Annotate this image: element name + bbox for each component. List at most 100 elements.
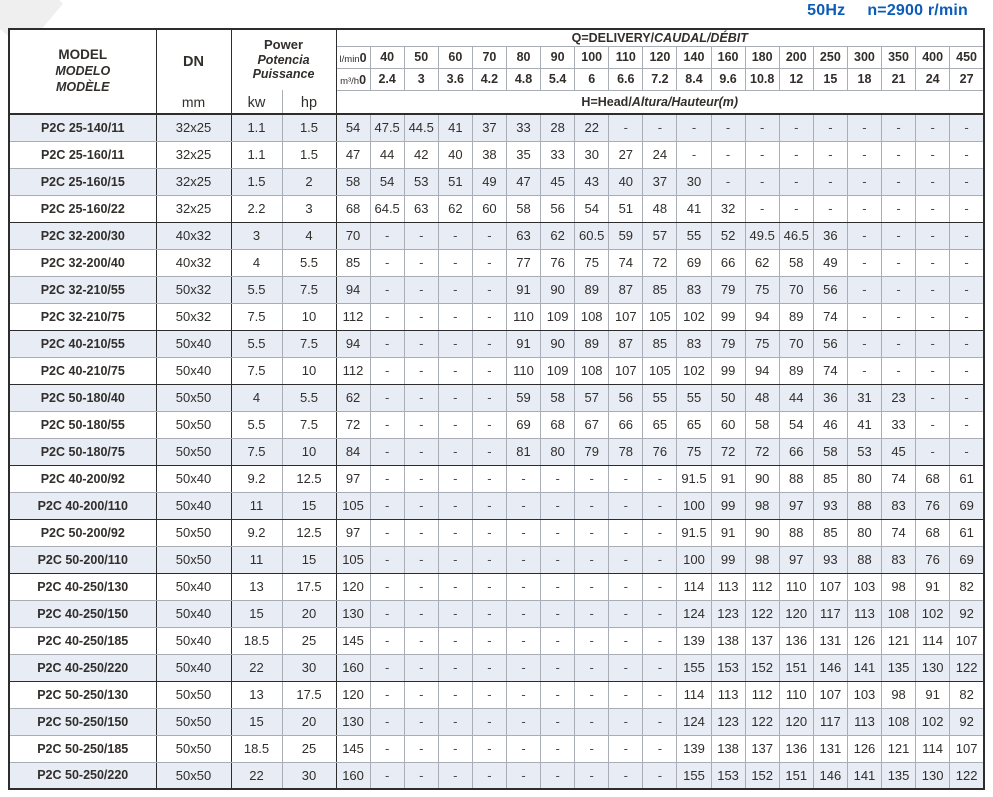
head-value-cell: 53 — [403, 167, 439, 196]
head-value-cell: - — [471, 599, 507, 628]
head-value-cell: - — [880, 167, 917, 196]
head-value-cell: 54 — [778, 410, 814, 439]
head-value-cell: - — [574, 464, 610, 493]
head-value-cell: 43 — [574, 167, 610, 196]
head-value-cell: 122 — [949, 761, 985, 790]
hp-cell: 15 — [281, 491, 337, 520]
m3h-value-cell: 6 — [574, 67, 610, 91]
head-value-cell: - — [403, 626, 439, 655]
head-value-cell: - — [505, 734, 542, 763]
head-value-cell: - — [744, 194, 780, 223]
head-value-cell: 97 — [335, 518, 371, 547]
head-value-cell: - — [846, 248, 883, 277]
head-value-cell: - — [471, 275, 507, 304]
head-value-cell: 160 — [335, 653, 371, 682]
h-head-label-en: H=Head/ — [581, 94, 632, 109]
m3h-value-cell: 12 — [778, 67, 814, 91]
lmin-value-cell: 80 — [505, 45, 542, 69]
head-value-cell: 121 — [880, 734, 917, 763]
lmin-value-cell: 70 — [471, 45, 507, 69]
head-value-cell: - — [744, 140, 780, 169]
head-value-cell: - — [915, 383, 951, 412]
m3h-zero-value: 0 — [359, 72, 367, 87]
head-value-cell: - — [880, 140, 917, 169]
head-value-cell: 63 — [505, 221, 542, 250]
head-value-cell: 82 — [949, 680, 985, 709]
head-value-cell: 72 — [335, 410, 371, 439]
head-value-cell: - — [949, 329, 985, 358]
head-value-cell: - — [437, 707, 473, 736]
head-value-cell: 137 — [744, 626, 780, 655]
model-cell: P2C 32-200/40 — [8, 248, 157, 277]
head-value-cell: - — [471, 329, 507, 358]
head-value-cell: - — [471, 437, 507, 466]
head-value-cell: 107 — [949, 734, 985, 763]
head-value-cell: - — [949, 356, 985, 385]
head-value-cell: 103 — [846, 572, 883, 601]
head-value-cell: 83 — [880, 491, 917, 520]
head-value-cell: 112 — [335, 356, 371, 385]
head-value-cell: - — [846, 275, 883, 304]
head-value-cell: - — [880, 356, 917, 385]
dn-cell: 50x50 — [155, 518, 232, 547]
kw-cell: 3 — [230, 221, 283, 250]
table-row: P2C 40-210/75 50x40 7.5 10 112- - - -110 109 108 1… — [8, 356, 985, 385]
head-value-cell: 37 — [471, 113, 507, 142]
head-value-cell: - — [880, 113, 917, 142]
table-row: P2C 25-160/11 32x25 1.1 1.5 47 44 42 40 38 35 33 30… — [8, 140, 985, 169]
head-value-cell: 89 — [778, 302, 814, 331]
head-value-cell: 63 — [403, 194, 439, 223]
model-cell: P2C 50-200/92 — [8, 518, 157, 547]
head-value-cell: 152 — [744, 653, 780, 682]
head-value-cell: - — [471, 707, 507, 736]
head-value-cell: - — [505, 761, 542, 790]
head-value-cell: - — [437, 356, 473, 385]
head-value-cell: - — [915, 356, 951, 385]
head-value-cell: - — [642, 680, 678, 709]
head-value-cell: 72 — [710, 437, 746, 466]
pump-specs-table: MODEL MODELO MODÈLE DN mm Power Potencia… — [8, 28, 985, 790]
head-value-cell: 91.5 — [676, 464, 712, 493]
table-row: P2C 32-210/55 50x32 5.5 7.5 94- - - -91 90 89 87 85… — [8, 275, 985, 304]
head-value-cell: - — [608, 113, 644, 142]
kw-cell: 7.5 — [230, 302, 283, 331]
h-head-label-intl: Altura/Hauteur(m) — [631, 94, 739, 109]
head-value-cell: 103 — [846, 680, 883, 709]
hp-cell: 5.5 — [281, 248, 337, 277]
head-value-cell: 66 — [710, 248, 746, 277]
kw-unit-cell: kw — [230, 90, 283, 115]
head-value-cell: 98 — [744, 491, 780, 520]
table-row: P2C 40-210/55 50x40 5.5 7.5 94- - - -91 90 89 87 85… — [8, 329, 985, 358]
head-value-cell: - — [744, 167, 780, 196]
head-value-cell: 47 — [505, 167, 542, 196]
hp-cell: 1.5 — [281, 113, 337, 142]
head-value-cell: 136 — [778, 734, 814, 763]
dn-cell: 32x25 — [155, 194, 232, 223]
dn-cell: 50x50 — [155, 383, 232, 412]
head-value-cell: - — [369, 221, 405, 250]
head-value-cell: 151 — [778, 761, 814, 790]
lmin-value-cell: 450 — [949, 45, 985, 69]
head-value-cell: 110 — [505, 356, 542, 385]
head-value-cell: - — [505, 626, 542, 655]
head-value-cell: - — [642, 572, 678, 601]
head-value-cell: 99 — [710, 356, 746, 385]
hp-cell: 25 — [281, 626, 337, 655]
head-value-cell: 97 — [335, 464, 371, 493]
table-row: P2C 25-140/11 32x25 1.1 1.5 54 47.5 44.5 41 37 33… — [8, 113, 985, 142]
head-value-cell: 92 — [949, 599, 985, 628]
model-header-es: MODELO — [55, 64, 111, 79]
head-value-cell: - — [505, 464, 542, 493]
head-value-cell: - — [949, 275, 985, 304]
head-value-cell: 49.5 — [744, 221, 780, 250]
hp-cell: 30 — [281, 653, 337, 682]
kw-cell: 2.2 — [230, 194, 283, 223]
head-value-cell: 113 — [846, 599, 883, 628]
head-value-cell: - — [846, 356, 883, 385]
head-value-cell: - — [880, 302, 917, 331]
head-value-cell: 54 — [574, 194, 610, 223]
head-value-cell: 88 — [846, 545, 883, 574]
head-value-cell: - — [403, 653, 439, 682]
head-value-cell: 153 — [710, 761, 746, 790]
head-value-cell: 139 — [676, 734, 712, 763]
